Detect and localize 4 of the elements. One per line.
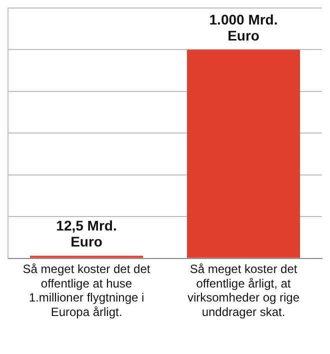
x-tick-label: Så meget koster det offentlige årligt, at virksomheder og rige unddrager skat. — [187, 262, 300, 320]
x-tick-label: Så meget koster det det offentlige at huse 1.millioner flygtninge i Europa årligt. — [22, 262, 151, 320]
data-label: 12,5 Mrd. Euro — [56, 218, 117, 250]
data-label: 1.000 Mrd. Euro — [209, 12, 278, 44]
